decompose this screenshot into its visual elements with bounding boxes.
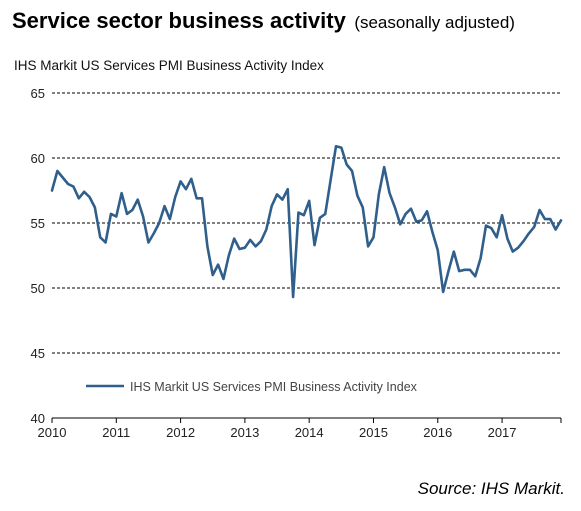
y-tick-label: 55 bbox=[31, 216, 45, 231]
x-tick-label: 2013 bbox=[230, 425, 259, 440]
chart-title: Service sector business activity (season… bbox=[12, 8, 515, 34]
x-tick-label: 2016 bbox=[423, 425, 452, 440]
legend-label: IHS Markit US Services PMI Business Acti… bbox=[130, 380, 418, 394]
x-tick-label: 2017 bbox=[488, 425, 517, 440]
line-chart: 40 45 50 55 60 65 2010 2011 2012 2013 2014 2015 2016… bbox=[31, 86, 563, 440]
x-tick-label: 2010 bbox=[38, 425, 67, 440]
x-tick-label: 2015 bbox=[359, 425, 388, 440]
x-tick-label: 2014 bbox=[295, 425, 324, 440]
chart-subtitle: IHS Markit US Services PMI Business Acti… bbox=[14, 58, 324, 73]
y-tick-label: 65 bbox=[31, 86, 45, 101]
series-line-0 bbox=[50, 145, 563, 299]
x-tick-label: 2011 bbox=[102, 425, 130, 440]
y-tick-label: 50 bbox=[31, 281, 45, 296]
y-tick-label: 40 bbox=[31, 411, 45, 426]
y-tick-label: 60 bbox=[31, 151, 45, 166]
chart-title-main: Service sector business activity bbox=[12, 8, 346, 33]
source-note: Source: IHS Markit. bbox=[417, 479, 565, 498]
x-tick-label: 2012 bbox=[166, 425, 195, 440]
y-tick-label: 45 bbox=[31, 346, 45, 361]
chart-title-note: (seasonally adjusted) bbox=[354, 13, 515, 32]
